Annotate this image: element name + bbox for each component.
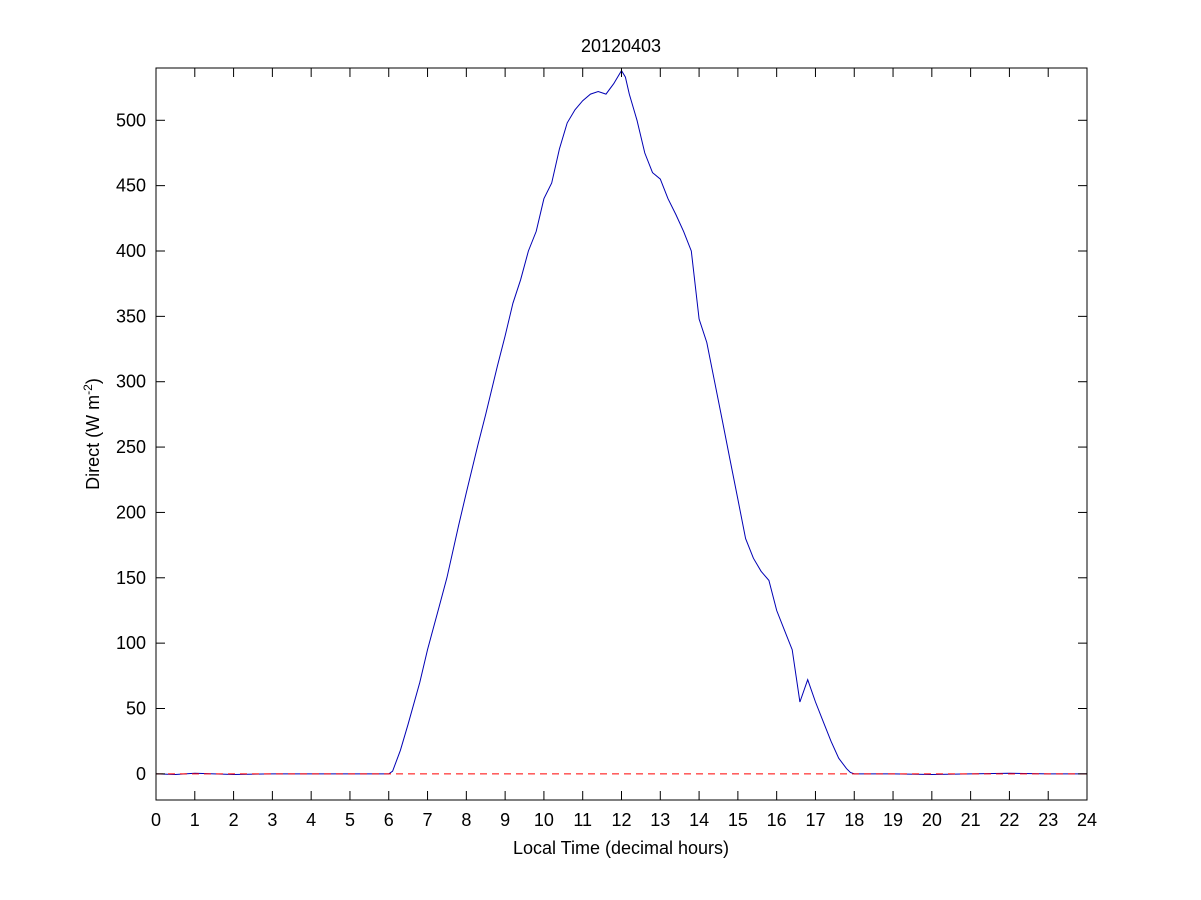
y-tick-label: 400 xyxy=(116,241,146,261)
x-tick-label: 23 xyxy=(1038,810,1058,830)
x-tick-label: 6 xyxy=(384,810,394,830)
y-tick-label: 50 xyxy=(126,699,146,719)
x-tick-label: 19 xyxy=(883,810,903,830)
y-axis-label-exponent: -2 xyxy=(81,384,95,395)
y-tick-label: 100 xyxy=(116,633,146,653)
series-line-direct xyxy=(155,69,1087,776)
y-tick-label: 450 xyxy=(116,176,146,196)
x-tick-label: 9 xyxy=(500,810,510,830)
chart-axes: 0 1 2 3 4 5 6 7 8 9 10 11 12 13 14 15 16 17 18 19 20 21 22 23 24… xyxy=(116,67,1097,830)
x-tick-label: 1 xyxy=(190,810,200,830)
chart-marks xyxy=(155,69,1087,776)
x-tick-label: 21 xyxy=(961,810,981,830)
x-tick-label: 4 xyxy=(306,810,316,830)
x-tick-label: 22 xyxy=(999,810,1019,830)
y-tick-label: 150 xyxy=(116,568,146,588)
y-tick-label: 500 xyxy=(116,110,146,130)
y-axis-label-close: ) xyxy=(83,378,103,384)
x-tick-label: 3 xyxy=(267,810,277,830)
y-tick-label: 250 xyxy=(116,437,146,457)
x-tick-label: 14 xyxy=(689,810,709,830)
x-tick-label: 18 xyxy=(844,810,864,830)
y-tick-label: 200 xyxy=(116,502,146,522)
x-tick-label: 0 xyxy=(151,810,161,830)
y-tick-label: 0 xyxy=(136,764,146,784)
x-tick-label: 13 xyxy=(650,810,670,830)
x-tick-label: 11 xyxy=(573,810,592,830)
y-tick-label: 350 xyxy=(116,306,146,326)
x-tick-label: 12 xyxy=(611,810,631,830)
plot-area xyxy=(156,68,1087,800)
x-axis-label: Local Time (decimal hours) xyxy=(513,838,729,858)
x-tick-label: 5 xyxy=(345,810,355,830)
x-tick-label: 2 xyxy=(229,810,239,830)
x-tick-label: 15 xyxy=(728,810,748,830)
y-axis-label-main: Direct (W m xyxy=(83,395,103,490)
x-tick-label: 24 xyxy=(1077,810,1097,830)
x-tick-label: 7 xyxy=(423,810,433,830)
x-tick-label: 20 xyxy=(922,810,942,830)
x-tick-label: 10 xyxy=(534,810,554,830)
chart-title: 20120403 xyxy=(581,36,661,56)
x-tick-label: 8 xyxy=(461,810,471,830)
x-tick-label: 17 xyxy=(805,810,825,830)
x-tick-label: 16 xyxy=(767,810,787,830)
y-axis-label: Direct (W m-2) xyxy=(81,378,103,490)
y-tick-label: 300 xyxy=(116,372,146,392)
